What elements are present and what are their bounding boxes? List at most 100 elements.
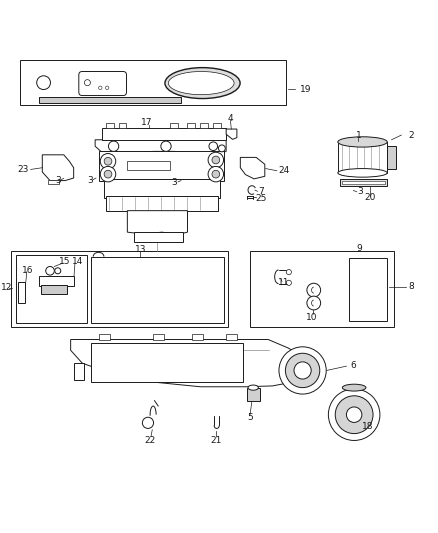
Bar bbox=[91, 343, 244, 383]
Text: 6: 6 bbox=[350, 361, 356, 370]
Bar bbox=[187, 123, 195, 128]
Polygon shape bbox=[95, 140, 226, 154]
Bar bbox=[153, 334, 164, 341]
Bar bbox=[99, 150, 224, 181]
Bar bbox=[106, 123, 113, 128]
Circle shape bbox=[85, 79, 90, 86]
Bar bbox=[48, 180, 59, 184]
Bar bbox=[39, 97, 181, 103]
Bar bbox=[226, 334, 237, 341]
Text: 2: 2 bbox=[408, 131, 413, 140]
Bar bbox=[11, 252, 228, 327]
Text: 3: 3 bbox=[55, 176, 60, 185]
FancyBboxPatch shape bbox=[79, 71, 127, 95]
Polygon shape bbox=[226, 129, 237, 139]
Circle shape bbox=[99, 86, 102, 90]
Circle shape bbox=[46, 266, 54, 275]
Circle shape bbox=[208, 166, 223, 182]
Circle shape bbox=[294, 362, 311, 379]
Text: 23: 23 bbox=[18, 165, 29, 174]
Circle shape bbox=[286, 270, 291, 274]
Circle shape bbox=[104, 170, 112, 178]
Circle shape bbox=[161, 141, 171, 151]
Bar bbox=[102, 128, 226, 140]
Text: 5: 5 bbox=[247, 413, 253, 422]
Text: 7: 7 bbox=[258, 187, 264, 196]
Polygon shape bbox=[127, 211, 187, 235]
Polygon shape bbox=[240, 157, 265, 179]
Text: 24: 24 bbox=[278, 166, 290, 175]
Bar bbox=[247, 389, 260, 400]
Ellipse shape bbox=[338, 137, 387, 147]
Ellipse shape bbox=[165, 68, 240, 99]
Bar bbox=[250, 252, 394, 327]
Text: 19: 19 bbox=[300, 85, 311, 94]
Bar bbox=[42, 285, 67, 294]
Bar bbox=[16, 255, 87, 323]
Circle shape bbox=[100, 154, 116, 169]
Bar bbox=[349, 258, 387, 321]
Bar bbox=[134, 232, 183, 241]
Bar bbox=[91, 256, 224, 323]
Circle shape bbox=[212, 170, 220, 178]
Ellipse shape bbox=[343, 384, 366, 391]
Text: 18: 18 bbox=[362, 422, 374, 431]
Circle shape bbox=[328, 389, 380, 440]
Bar bbox=[127, 161, 170, 170]
Text: 22: 22 bbox=[145, 435, 156, 445]
Ellipse shape bbox=[248, 385, 258, 390]
Text: 15: 15 bbox=[58, 257, 70, 266]
Bar bbox=[192, 334, 202, 341]
Circle shape bbox=[104, 157, 112, 165]
Circle shape bbox=[55, 268, 61, 274]
Circle shape bbox=[100, 166, 116, 182]
Circle shape bbox=[106, 86, 109, 90]
Circle shape bbox=[279, 347, 326, 394]
Polygon shape bbox=[71, 340, 308, 387]
Bar bbox=[170, 123, 178, 128]
Text: 9: 9 bbox=[357, 244, 362, 253]
Text: 10: 10 bbox=[306, 313, 318, 322]
Circle shape bbox=[109, 141, 119, 151]
Text: 16: 16 bbox=[22, 266, 33, 276]
Text: 3: 3 bbox=[357, 187, 363, 196]
Bar bbox=[119, 123, 127, 128]
Bar bbox=[104, 179, 220, 198]
Circle shape bbox=[212, 156, 220, 164]
Circle shape bbox=[219, 145, 225, 152]
Text: 3: 3 bbox=[172, 178, 177, 187]
Circle shape bbox=[37, 76, 50, 90]
Bar bbox=[200, 123, 208, 128]
Ellipse shape bbox=[338, 168, 387, 177]
Ellipse shape bbox=[168, 71, 234, 95]
Circle shape bbox=[286, 353, 320, 387]
Circle shape bbox=[307, 296, 321, 310]
Text: 25: 25 bbox=[256, 193, 267, 203]
Bar bbox=[340, 179, 387, 185]
Bar bbox=[99, 334, 110, 341]
Circle shape bbox=[208, 152, 223, 168]
Bar bbox=[106, 197, 218, 211]
Bar bbox=[18, 282, 25, 303]
Text: 3: 3 bbox=[87, 176, 93, 185]
Text: 4: 4 bbox=[228, 114, 233, 123]
Text: 12: 12 bbox=[1, 284, 13, 293]
Bar bbox=[342, 181, 385, 184]
Circle shape bbox=[346, 407, 362, 423]
Text: 1: 1 bbox=[356, 131, 361, 140]
Polygon shape bbox=[42, 155, 74, 181]
Text: 8: 8 bbox=[408, 282, 414, 291]
Circle shape bbox=[209, 142, 218, 150]
Text: 20: 20 bbox=[364, 193, 376, 203]
Circle shape bbox=[142, 417, 154, 429]
Bar bbox=[338, 142, 387, 173]
Circle shape bbox=[335, 396, 373, 433]
Bar bbox=[20, 60, 286, 106]
Bar bbox=[74, 363, 85, 381]
Circle shape bbox=[286, 280, 291, 285]
Text: 17: 17 bbox=[141, 118, 152, 127]
Text: 11: 11 bbox=[279, 278, 290, 287]
Bar bbox=[387, 146, 396, 168]
Bar bbox=[213, 123, 221, 128]
Text: 14: 14 bbox=[72, 257, 84, 266]
